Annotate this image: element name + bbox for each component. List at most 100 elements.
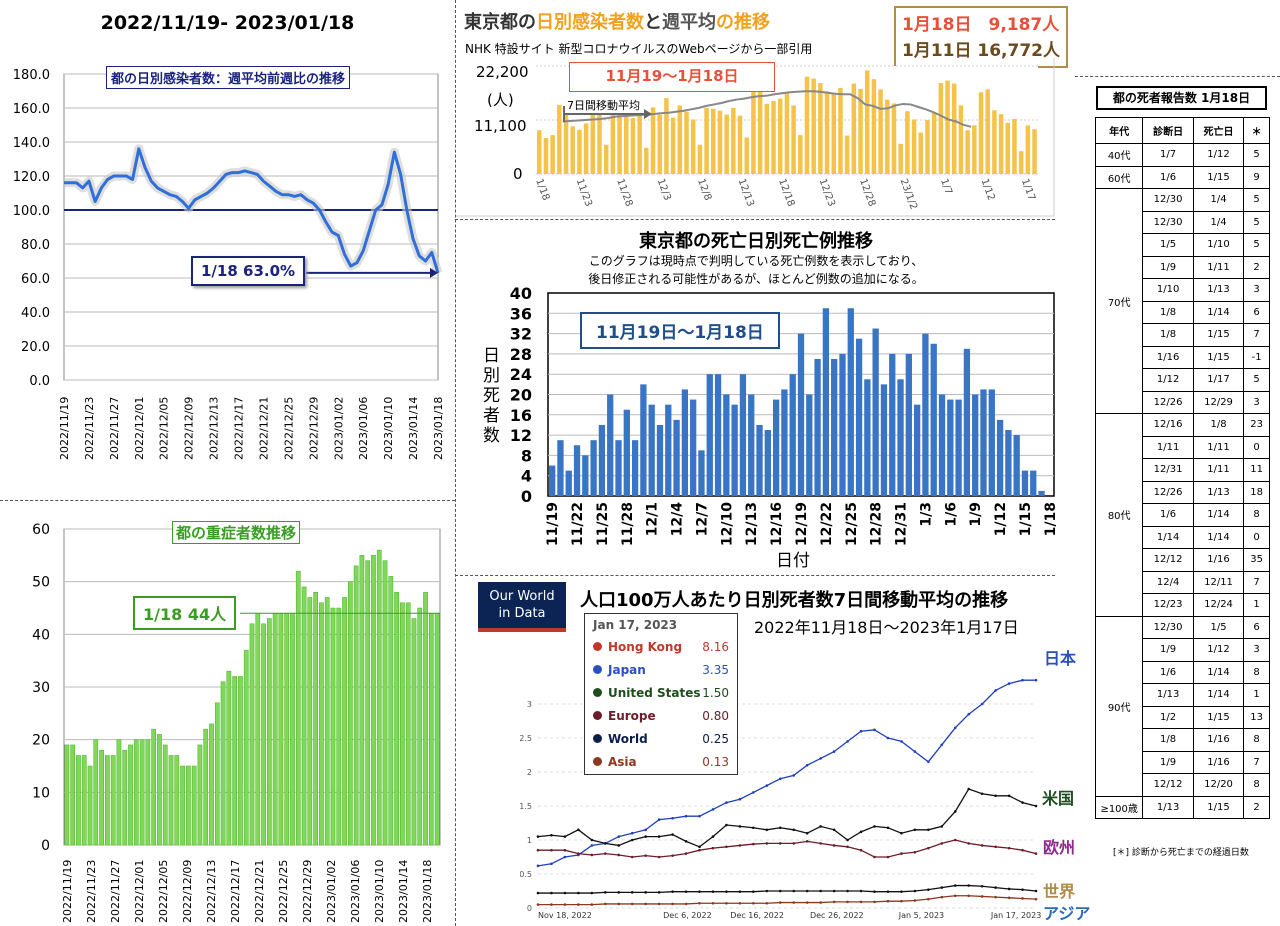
series-point [1034,897,1038,901]
severe-bar [174,755,180,846]
x-tick-label: 12/13 [744,502,760,546]
severe-bar [226,670,232,846]
series-point [846,838,849,842]
series-point [711,808,715,811]
infection-bar [945,80,950,174]
plot-frame [63,73,439,381]
chart4-note2: 後日修正される可能性があるが、ほとんど例数の追加になる。 [588,272,924,286]
series-point [536,848,540,852]
infection-bar [677,105,683,174]
table-cell: 1/16 [1192,750,1245,774]
series-point [711,901,715,905]
table-cell: 1/17 [1192,368,1245,392]
infection-bar [804,76,810,174]
series-point [967,712,971,716]
severe-bar [313,591,318,846]
y-tick-label: 3 [527,700,532,709]
series-point [536,864,540,868]
infection-bar [757,82,763,174]
series-point [590,903,594,906]
death-bar [864,379,871,496]
y-tick-label: 180.0 [13,68,50,83]
infection-bar [597,105,602,174]
y-tick-label: 0 [41,838,50,854]
severe-bar [353,565,359,846]
infection-bar [537,130,542,174]
series-point [630,891,634,894]
severe-bar [267,618,272,846]
infection-bar [831,93,836,174]
severe-bar [405,602,411,846]
severe-bar [347,581,353,846]
death-bar [549,465,556,496]
series-point [832,828,836,832]
series-point [725,845,728,849]
table-cell: 3 [1243,278,1270,302]
table-cell: 1/14 [1142,525,1194,549]
x-tick-label: 2022/12/17 [233,397,246,460]
infection-bar [684,111,689,174]
table-cell: 7 [1243,570,1270,594]
x-tick-label: 2022/11/19 [58,397,71,460]
table-cell: 8 [1243,728,1270,752]
death-bar [714,374,722,496]
series-point [927,888,930,891]
series-point [765,901,769,905]
table-cell: 8 [1243,773,1270,797]
severe-bar [417,607,423,846]
x-tick-label: 1/12 [993,502,1009,536]
infection-bar [603,144,609,174]
x-tick-label: 2022/12/25 [282,397,295,460]
x-tick-label: 2022/12/25 [277,860,290,923]
death-bar [698,450,705,496]
th-age: 年代 [1094,117,1144,144]
table-cell: 0 [1243,525,1270,549]
x-tick-label: 2023/01/06 [349,860,362,923]
chart1-title: 2022/11/19- 2023/01/18 [100,12,355,34]
series-point [980,844,984,847]
legend-value: 0.25 [702,731,729,746]
death-bar [880,384,888,496]
series-point [886,736,890,740]
y-tick-label: 140.0 [13,136,50,151]
series-point [927,897,930,901]
table-cell: 12/23 [1142,593,1194,617]
series-point [873,825,876,828]
x-tick-label: 12/1 [645,502,661,536]
x-tick-label: 1/9 [968,502,984,527]
series-point [684,840,688,843]
x-tick-label: 1/18 [1043,502,1056,536]
chart3-source: NHK 特設サイト 新型コロナウイルスのWebページから一部引用 [465,42,813,56]
infection-bar [965,130,970,174]
series-point [900,890,903,893]
table-cell: 2 [1243,795,1270,819]
badge-jan18: 1月18日 9,187人 [902,15,1060,35]
series-point [644,854,647,857]
series-line-1 [537,788,1037,848]
series-point [563,835,567,838]
series-point [1007,896,1011,900]
severe-bar [330,607,336,846]
series-point [617,902,621,906]
series-point [671,816,674,820]
severe-bar [249,623,255,846]
series-point [873,890,876,893]
series-point [698,814,701,818]
table-row: 1/8 1/14 6 [1096,300,1270,324]
x-tick-label: 2023/01/18 [421,860,434,923]
severe-bar [209,723,214,846]
x-tick-label: 2022/12/05 [158,397,171,460]
x-tick-label: Nov 18, 2022 [538,911,592,920]
chart3-title: 東京都の日別感染者数と週平均の推移 [464,8,770,34]
death-bar [872,328,879,496]
series-point [752,901,755,905]
legend-name: Europe [608,708,656,723]
table-cell: 1/13 [1192,480,1245,504]
infection-bar [543,138,549,174]
table-cell: 9 [1243,165,1270,189]
x-tick-label: 12/28 [869,502,885,546]
infection-bar [670,117,676,174]
death-bar [955,399,962,496]
table-cell: 1/8 [1142,728,1194,752]
series-point [577,828,580,832]
